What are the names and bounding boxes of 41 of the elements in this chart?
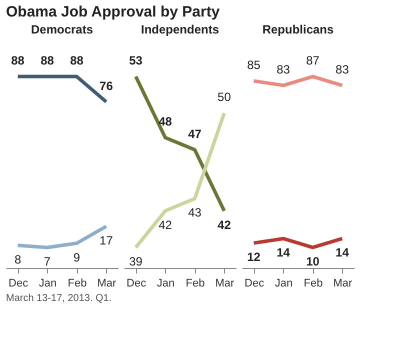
data-label: 42 (218, 218, 232, 232)
data-label: 83 (336, 62, 350, 76)
x-tick-label: Mar (215, 278, 235, 290)
x-tick-label: Jan (274, 278, 293, 290)
data-label: 8 (14, 252, 22, 266)
data-label: 87 (306, 54, 320, 68)
text: March 13-17, 2013. Q1. (6, 293, 112, 304)
x-tick-label: Feb (186, 278, 205, 290)
data-label: 14 (276, 246, 290, 260)
data-label: 43 (188, 206, 202, 220)
chart-subtitle: Independents (140, 22, 220, 37)
x-tick-label: Jan (156, 278, 175, 290)
chart-title: Obama Job Approval by Party (6, 4, 220, 21)
chart-subtitle: Republicans (262, 22, 334, 37)
data-label: 88 (70, 54, 84, 68)
x-tick-label: Mar (333, 278, 353, 290)
data-label: 42 (158, 218, 172, 232)
data-label: 17 (100, 233, 114, 248)
x-tick-label: Dec (126, 278, 147, 290)
x-tick-label: Feb (304, 278, 323, 290)
data-label: 83 (276, 62, 290, 76)
data-label: 7 (44, 254, 51, 268)
data-label: 88 (11, 54, 25, 68)
x-tick-label: Mar (97, 278, 117, 290)
x-tick-label: Feb (68, 278, 87, 290)
x-tick-label: Jan (38, 278, 57, 290)
data-label: 39 (129, 254, 143, 268)
data-label: 9 (73, 250, 80, 264)
data-label: 14 (336, 246, 350, 260)
data-label: 88 (40, 54, 54, 68)
data-label: 48 (158, 114, 172, 129)
data-label: 50 (218, 90, 232, 104)
data-label: 12 (247, 250, 261, 264)
x-tick-label: Dec (8, 278, 29, 290)
chart-subtitle: Democrats (30, 22, 94, 37)
data-label: 47 (188, 126, 202, 141)
data-label: 76 (100, 78, 114, 93)
data-label: 10 (306, 254, 320, 268)
data-label: 85 (247, 58, 261, 72)
x-tick-label: Dec (244, 278, 265, 290)
data-label: 53 (129, 54, 143, 68)
